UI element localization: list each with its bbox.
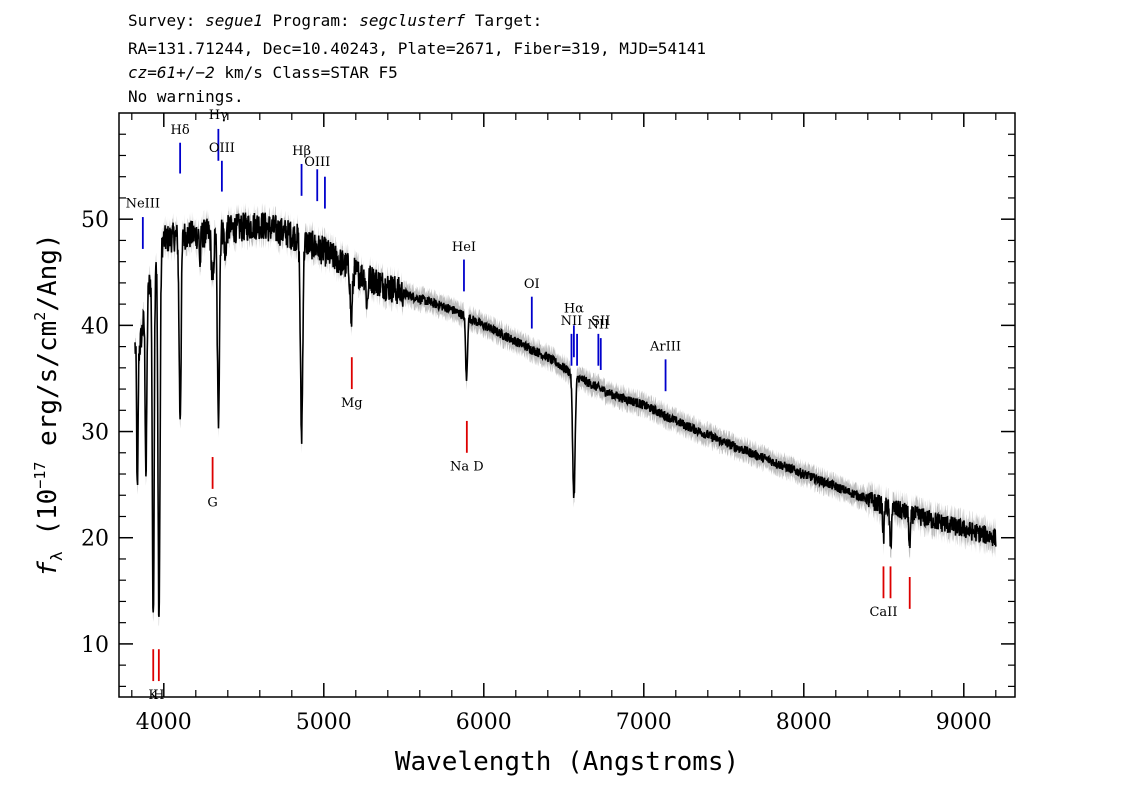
- emission-marker-label-2: Hγ: [209, 108, 228, 123]
- x-tick-label: 5000: [296, 710, 352, 735]
- error-band: [135, 202, 996, 627]
- x-tick-label: 7000: [616, 710, 672, 735]
- y-tick-label: 20: [81, 527, 109, 552]
- y-label-end: /Ang): [33, 233, 63, 311]
- absorption-marker-label-4: Na D: [450, 460, 484, 475]
- emission-marker-label-7: HeI: [452, 240, 476, 255]
- y-label-exponent: −17: [31, 462, 49, 489]
- emission-marker-label-13: SII: [591, 314, 610, 329]
- y-label-units: erg/s/cm: [33, 321, 63, 462]
- y-label-square: 2: [31, 312, 49, 321]
- y-label-scale: (10: [33, 489, 63, 552]
- absorption-marker-label-1: H: [153, 688, 164, 703]
- emission-marker-label-10: Hα: [564, 301, 584, 316]
- survey-label: Survey:: [128, 11, 196, 30]
- program-label: Program:: [272, 11, 350, 30]
- redshift-units: km/s: [224, 63, 263, 82]
- redshift-value: cz=61+/−2: [128, 63, 215, 82]
- emission-marker-label-12: NII: [588, 317, 610, 332]
- warnings-text: No warnings.: [128, 87, 244, 106]
- emission-marker-label-14: ArIII: [649, 340, 681, 355]
- plot-frame: [118, 112, 1016, 698]
- spectrum-header-line3: cz=61+/−2 km/s Class=STAR F5: [128, 62, 398, 83]
- emission-marker-label-1: Hδ: [171, 123, 190, 138]
- absorption-marker-label-2: G: [207, 496, 217, 511]
- emission-marker-label-5: OIII: [304, 155, 330, 170]
- axis-tick-layer: 4000 5000 6000 7000 8000 9000 10 20 30 40 50: [81, 113, 1015, 735]
- y-axis-label: fλ (10−17 erg/s/cm2/Ang): [31, 233, 66, 576]
- spectrum-line-layer: [134, 212, 997, 617]
- target-label: Target:: [474, 11, 543, 30]
- emission-marker-label-9: NII: [561, 314, 583, 329]
- emission-marker-label-8: OI: [524, 277, 540, 292]
- spectrum-header-line2: RA=131.71244, Dec=10.40243, Plate=2671, …: [128, 39, 706, 58]
- spectrum-line: [134, 212, 997, 617]
- absorption-marker-label-3: Mg: [341, 396, 363, 411]
- y-tick-label: 50: [81, 208, 109, 233]
- program-value: segclusterf: [359, 11, 466, 30]
- class-value: Class=STAR F5: [272, 63, 398, 82]
- x-tick-label: 4000: [136, 710, 192, 735]
- y-tick-label: 40: [81, 314, 109, 339]
- y-tick-label: 30: [81, 421, 109, 446]
- error-band-layer: [135, 202, 996, 627]
- x-tick-label: 8000: [776, 710, 832, 735]
- x-tick-label: 6000: [456, 710, 512, 735]
- y-label-symbol: f: [33, 561, 63, 577]
- x-tick-label: 9000: [936, 710, 992, 735]
- absorption-marker-label-5: CaII: [869, 605, 897, 620]
- emission-marker-label-4: Hβ: [292, 144, 311, 159]
- emission-marker-label-3: OIII: [209, 141, 235, 156]
- y-tick-label: 10: [81, 633, 109, 658]
- emission-marker-label-0: NeIII: [126, 196, 160, 211]
- absorption-marker-label-0: K: [148, 688, 158, 703]
- spectrum-header-line1: Survey: segue1 Program: segclusterf Targ…: [128, 10, 542, 31]
- y-label-subscript: λ: [47, 551, 66, 561]
- survey-value: segue1: [205, 11, 263, 30]
- x-axis-label: Wavelength (Angstroms): [395, 747, 739, 777]
